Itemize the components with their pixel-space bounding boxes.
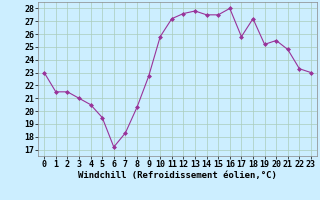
X-axis label: Windchill (Refroidissement éolien,°C): Windchill (Refroidissement éolien,°C) (78, 171, 277, 180)
